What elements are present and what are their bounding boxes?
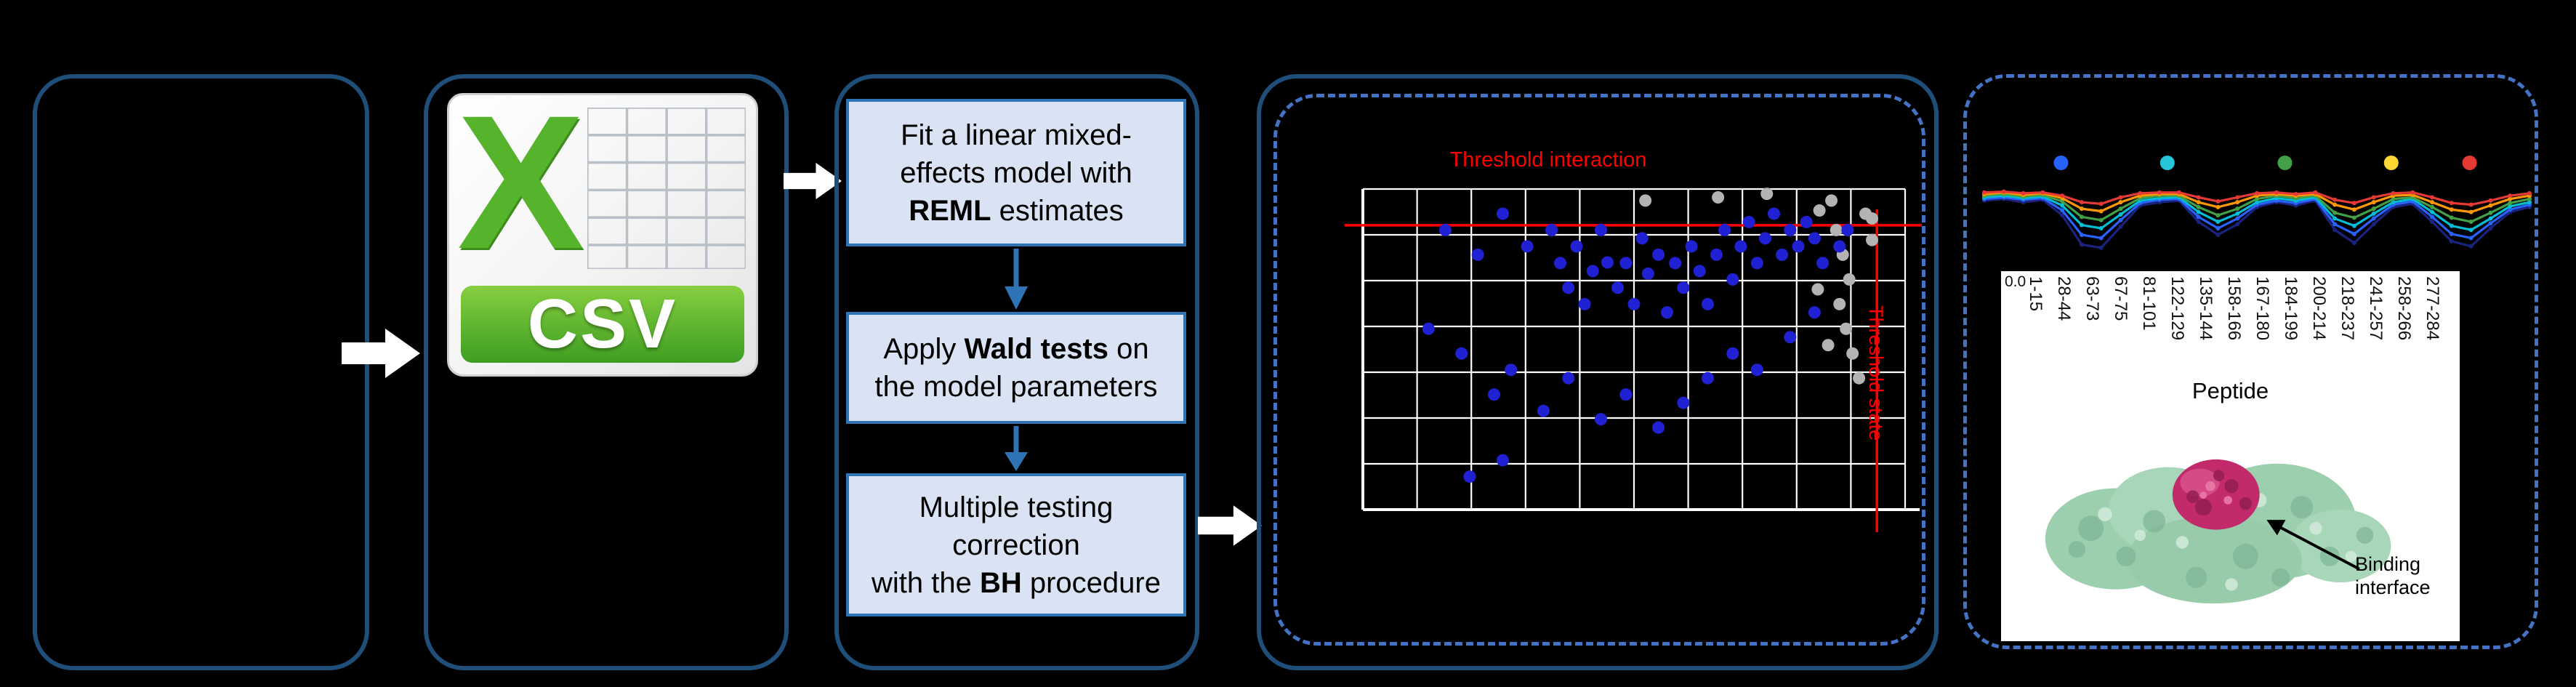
peptide-tick-label: 258-266 xyxy=(2394,276,2414,341)
excel-x-glyph: X xyxy=(457,76,584,289)
peptide-tick-label: 158-166 xyxy=(2224,276,2244,341)
peptide-tick-label: 81-101 xyxy=(2139,276,2159,331)
step1-line1: Fit a linear mixed- xyxy=(901,118,1132,151)
threshold-state-label: Threshold state xyxy=(1865,305,1887,441)
peptide-tick-label: 241-257 xyxy=(2366,276,2386,341)
threshold-interaction-label: Threshold interaction xyxy=(1449,148,1647,172)
peptide-axis-title: Peptide xyxy=(2191,378,2269,403)
arrow-right-3-icon xyxy=(1198,505,1262,546)
panel-results xyxy=(1963,74,2538,649)
panel-input xyxy=(33,74,369,670)
volcano-dashed-frame xyxy=(1273,94,1925,646)
step3-line1: Multiple testing xyxy=(919,491,1114,523)
volcano-plot xyxy=(1345,188,1922,532)
peptide-tick-label: 63-73 xyxy=(2082,276,2102,321)
peptide-tick-label: 218-237 xyxy=(2338,276,2357,341)
peptide-tick-label: 28-44 xyxy=(2054,276,2074,321)
panel-statistics xyxy=(834,74,1199,670)
binding-interface-arrow-icon xyxy=(2266,520,2360,571)
csv-file-icon: X CSV xyxy=(447,76,758,377)
panel-csv xyxy=(424,74,789,670)
arrow-right-1-icon xyxy=(342,329,420,378)
step2-line1: Apply Wald tests on xyxy=(883,333,1149,365)
step-multiple-testing: Multiple testing correction with the BH … xyxy=(846,473,1186,616)
step2-line2: the model parameters xyxy=(874,371,1158,403)
step3-line3: with the BH procedure xyxy=(872,566,1161,599)
step1-line3: REML estimates xyxy=(909,194,1124,227)
peptide-tick-label: 122-129 xyxy=(2168,276,2187,341)
step3-line2: correction xyxy=(952,529,1080,561)
peptide-tick-labels: 1-15 28-44 63-73 67-75 81-101 122-129 135-144 1… xyxy=(2025,276,2461,385)
arrow-right-2-icon xyxy=(784,162,842,200)
arrow-down-1-icon xyxy=(1005,249,1028,310)
peptide-tick-label: 135-144 xyxy=(2196,276,2215,341)
peptide-tick-label: 184-199 xyxy=(2281,276,2301,341)
arrow-down-2-icon xyxy=(1005,426,1028,471)
step-wald-tests: Apply Wald tests on the model parameters xyxy=(846,312,1186,424)
csv-banner-label: CSV xyxy=(461,285,744,363)
peptide-tick-label: 1-15 xyxy=(2026,276,2045,312)
peptide-tick-label: 277-284 xyxy=(2423,276,2442,341)
step-fit-model: Fit a linear mixed- effects model with R… xyxy=(846,99,1186,246)
step1-line2: effects model with xyxy=(900,156,1132,189)
peptide-tick-label: 167-180 xyxy=(2253,276,2272,341)
peptide-tick-label: 200-214 xyxy=(2309,276,2329,341)
protein-structure-image xyxy=(2045,459,2391,604)
spreadsheet-grid-icon xyxy=(587,107,746,269)
peptide-tick-label: 67-75 xyxy=(2111,276,2130,321)
uptake-line-chart xyxy=(1982,156,2532,250)
panel-volcano xyxy=(1257,74,1939,670)
binding-interface-label: Binding interface xyxy=(2355,553,2431,599)
y-axis-tick: 0.0 xyxy=(2005,273,2026,290)
